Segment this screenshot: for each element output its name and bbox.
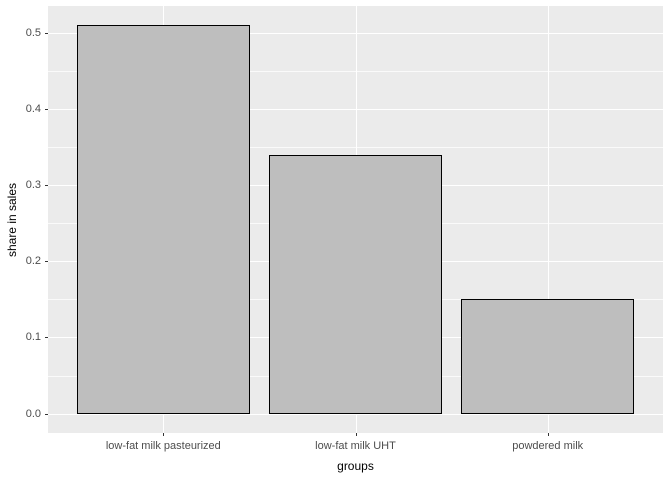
- bar: [461, 299, 635, 414]
- y-tick-label: 0.0: [25, 407, 41, 420]
- y-tick-label: 0.4: [25, 103, 41, 116]
- y-tick-mark: [45, 185, 48, 187]
- y-tick-mark: [45, 337, 48, 339]
- y-tick-label: 0.5: [25, 27, 41, 40]
- x-tick-mark: [163, 433, 165, 436]
- x-tick-mark: [547, 433, 549, 436]
- y-tick-label: 0.3: [25, 179, 41, 192]
- x-tick-mark: [355, 433, 357, 436]
- bar: [269, 154, 442, 414]
- y-tick-label: 0.1: [25, 331, 41, 344]
- y-tick-mark: [45, 33, 48, 35]
- x-tick-label: low-fat milk UHT: [315, 440, 396, 452]
- y-tick-mark: [45, 109, 48, 111]
- x-tick-label: powdered milk: [512, 440, 584, 452]
- major-gridline-vertical: [547, 6, 549, 433]
- plot-panel: [48, 6, 663, 433]
- y-tick-mark: [45, 261, 48, 263]
- y-tick-label: 0.2: [25, 255, 41, 268]
- x-axis-title: groups: [337, 459, 374, 473]
- bar: [76, 25, 250, 414]
- y-tick-mark: [45, 413, 48, 415]
- x-tick-label: low-fat milk pasteurized: [105, 440, 221, 452]
